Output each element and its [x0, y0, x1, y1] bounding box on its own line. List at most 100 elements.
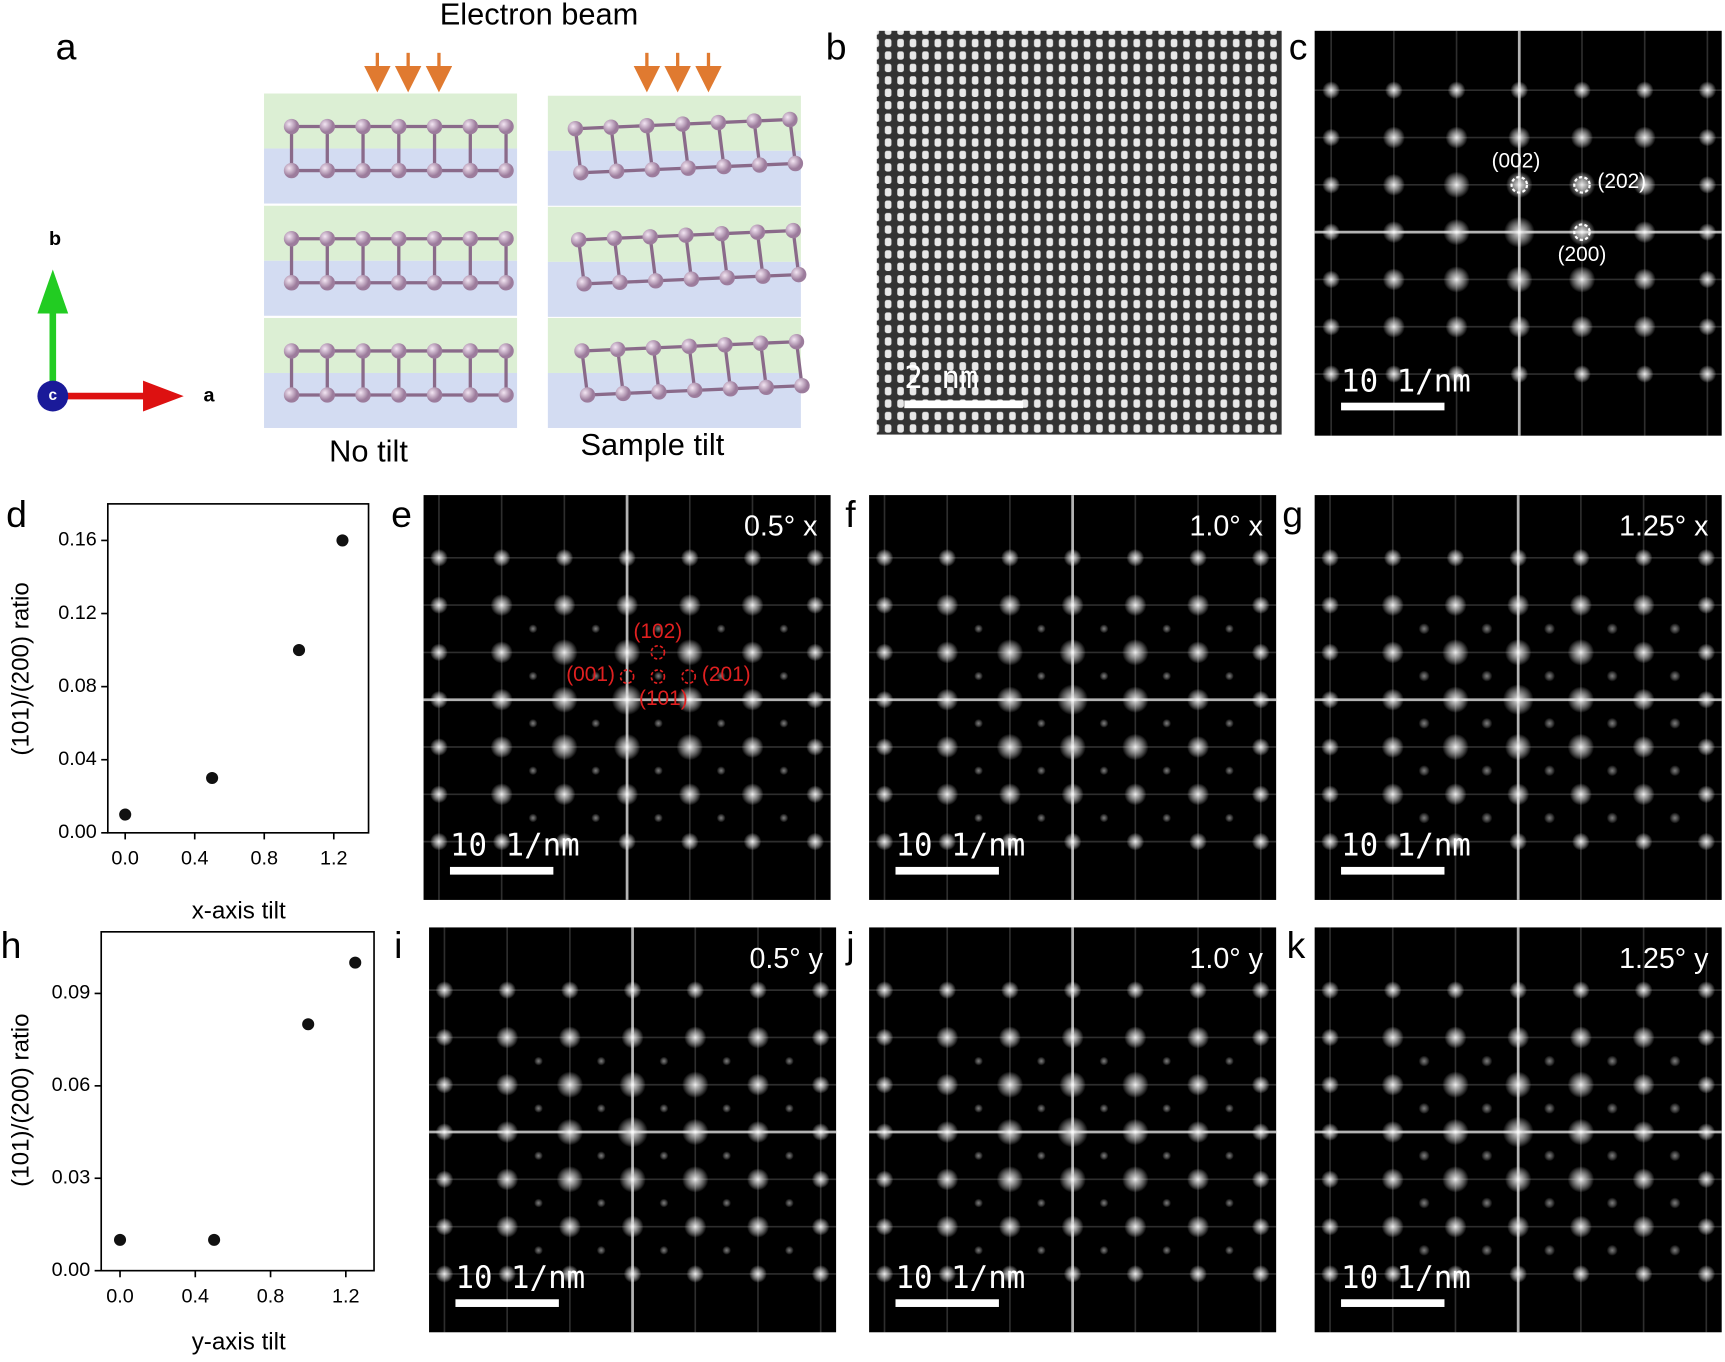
- spot: [1481, 623, 1493, 635]
- spot: [1063, 832, 1082, 851]
- scale-bar: [895, 866, 999, 875]
- x-tick-label: 0.8: [257, 1285, 285, 1307]
- spot: [1669, 1102, 1681, 1114]
- spot: [1382, 221, 1405, 244]
- atom: [426, 231, 443, 247]
- spot: [1443, 266, 1470, 293]
- spot: [680, 548, 699, 567]
- spot: [806, 690, 824, 709]
- panel-letter: h: [1, 924, 22, 966]
- spot: [1321, 1123, 1339, 1141]
- spot-marker: [1573, 176, 1591, 194]
- spot: [686, 981, 705, 999]
- spot: [591, 624, 601, 634]
- spot: [1632, 1215, 1655, 1238]
- spot: [682, 1071, 709, 1098]
- spot: [1669, 1150, 1681, 1162]
- figure-title: Electron beam: [440, 0, 639, 32]
- spot: [1697, 832, 1716, 851]
- spot: [490, 594, 513, 617]
- spot: [1189, 981, 1207, 999]
- spot: [1442, 1071, 1469, 1098]
- spot: [784, 1245, 794, 1255]
- spot: [1633, 268, 1656, 291]
- spot: [1418, 812, 1430, 824]
- spot: [676, 639, 703, 666]
- spot: [1381, 1073, 1404, 1096]
- atom: [319, 275, 335, 291]
- spot: [974, 1151, 983, 1161]
- spot: [1099, 671, 1109, 681]
- spot: [1099, 1056, 1109, 1066]
- spot: [779, 766, 789, 776]
- spot: [555, 548, 574, 567]
- spot: [684, 1026, 707, 1049]
- spot: [1224, 1056, 1234, 1066]
- tilt-label: 1.0° y: [1190, 943, 1264, 975]
- spot: [1126, 981, 1145, 999]
- x-tick-label: 0.0: [111, 847, 139, 869]
- spot: [1697, 1028, 1716, 1047]
- spot: [784, 1056, 794, 1066]
- spot: [1573, 81, 1591, 100]
- spot: [1606, 670, 1618, 682]
- spot: [936, 736, 959, 759]
- spot: [1697, 981, 1716, 999]
- spot: [1381, 736, 1404, 759]
- spot: [1632, 1121, 1655, 1144]
- spot: [1001, 548, 1019, 567]
- spot: [596, 1198, 606, 1208]
- spot: [618, 832, 636, 851]
- spot: [1251, 981, 1270, 999]
- spot: [1251, 548, 1270, 567]
- spot: [1572, 981, 1590, 999]
- spot: [936, 1215, 959, 1238]
- spot: [1570, 315, 1593, 338]
- spot: [1059, 639, 1086, 666]
- spot: [1507, 1026, 1530, 1049]
- atom: [498, 387, 514, 403]
- spot: [619, 1071, 646, 1098]
- spot: [430, 548, 448, 567]
- spot: [435, 1075, 454, 1094]
- spot: [1189, 832, 1207, 851]
- spot: [716, 813, 726, 823]
- atom: [319, 162, 335, 179]
- spot: [556, 1118, 584, 1146]
- spot: [1697, 1075, 1716, 1094]
- spot: [722, 1198, 732, 1208]
- spot: [1568, 218, 1596, 246]
- spot: [1251, 785, 1270, 804]
- atom: [283, 118, 300, 135]
- spot: [1697, 1123, 1716, 1141]
- atom: [573, 165, 589, 181]
- spot: [1381, 1168, 1404, 1191]
- spot: [1099, 1198, 1109, 1208]
- spot: [811, 1265, 830, 1283]
- atom: [567, 121, 584, 137]
- spot: [430, 643, 448, 662]
- spot: [875, 643, 894, 662]
- spot: [558, 1026, 581, 1049]
- spot: [682, 1166, 709, 1193]
- spot: [682, 1118, 709, 1146]
- spot: [596, 1245, 606, 1255]
- spot: [654, 718, 663, 728]
- spot: [654, 813, 663, 823]
- spot: [1036, 766, 1046, 776]
- spot: [974, 718, 983, 728]
- spot: [1669, 717, 1681, 729]
- plot-frame: [100, 931, 375, 1272]
- spot-label: (101): [639, 687, 688, 710]
- plot-frame: [106, 503, 370, 834]
- spot: [1544, 1055, 1556, 1067]
- spot: [1187, 736, 1210, 759]
- spot: [435, 1265, 454, 1283]
- spot: [1189, 548, 1207, 567]
- spot: [534, 1103, 543, 1113]
- spot: [1383, 981, 1402, 999]
- spot: [1442, 733, 1469, 761]
- spot: [1606, 1150, 1618, 1162]
- spot: [1382, 315, 1405, 338]
- atom: [579, 387, 596, 403]
